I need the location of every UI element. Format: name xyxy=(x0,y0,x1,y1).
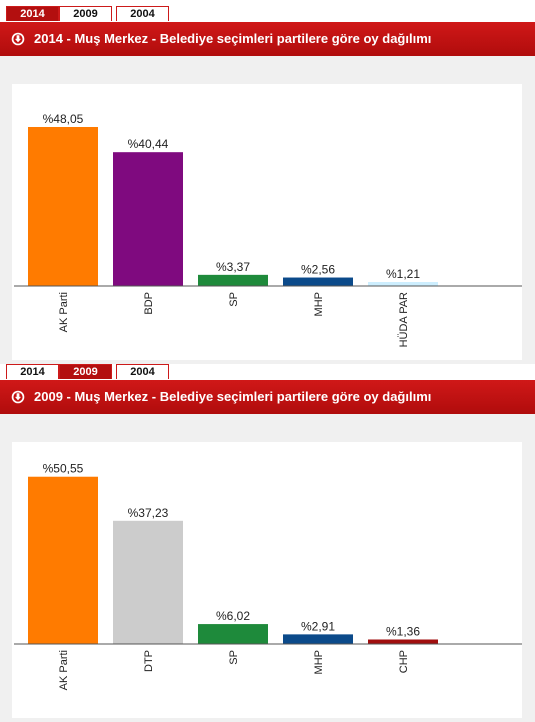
chart-title: 2014 - Muş Merkez - Belediye seçimleri p… xyxy=(34,31,432,46)
x-tick-label: BDP xyxy=(143,292,155,315)
bar-ak-parti xyxy=(28,126,98,286)
chart-panel-2014: 2014 2009 2004 2014 - Muş Merkez - Beled… xyxy=(0,6,535,364)
chart-panel-2009: 2014 2009 2004 2009 - Muş Merkez - Beled… xyxy=(0,364,535,722)
bar-chp xyxy=(368,639,438,644)
data-label: %6,02 xyxy=(216,609,250,623)
tab-2009[interactable]: 2009 xyxy=(59,6,112,21)
x-tick-label: HÜDA PAR xyxy=(398,292,410,347)
x-tick-label: MHP xyxy=(313,650,325,674)
bar-bdp xyxy=(113,152,183,286)
tab-2004[interactable]: 2004 xyxy=(116,364,169,379)
bar-mhp xyxy=(283,634,353,644)
data-label: %3,37 xyxy=(216,260,250,274)
data-label: %37,23 xyxy=(128,506,169,520)
data-label: %1,21 xyxy=(386,267,420,281)
tab-2004[interactable]: 2004 xyxy=(116,6,169,21)
chart-title-bar: 2014 - Muş Merkez - Belediye seçimleri p… xyxy=(0,22,535,56)
bar-h-da-par xyxy=(368,281,438,286)
x-tick-label: AK Parti xyxy=(58,650,70,690)
x-tick-label: SP xyxy=(228,292,240,307)
x-tick-label: DTP xyxy=(143,650,155,672)
chart-title: 2009 - Muş Merkez - Belediye seçimleri p… xyxy=(34,389,432,404)
data-label: %40,44 xyxy=(128,137,169,151)
x-tick-label: CHP xyxy=(398,650,410,673)
data-label: %48,05 xyxy=(43,112,84,126)
x-tick-label: AK Parti xyxy=(58,292,70,332)
year-tabs: 2014 2009 2004 xyxy=(0,6,535,22)
download-arrow-icon[interactable] xyxy=(11,390,25,404)
x-tick-label: SP xyxy=(228,650,240,665)
x-tick-label: MHP xyxy=(313,292,325,316)
bar-dtp xyxy=(113,520,183,644)
data-label: %1,36 xyxy=(386,624,420,638)
tab-2014[interactable]: 2014 xyxy=(6,364,59,379)
download-arrow-icon[interactable] xyxy=(11,32,25,46)
data-label: %2,91 xyxy=(301,619,335,633)
chart-area: %50,55 AK Parti %37,23 DTP %6,02 SP %2,91 MHP %1… xyxy=(0,414,535,722)
bar-ak-parti xyxy=(28,476,98,644)
chart-area: %48,05 AK Parti %40,44 BDP %3,37 SP %2,56 MHP %1… xyxy=(0,56,535,364)
data-label: %50,55 xyxy=(43,462,84,476)
data-label: %2,56 xyxy=(301,263,335,277)
tab-2014[interactable]: 2014 xyxy=(6,6,59,21)
chart-title-bar: 2009 - Muş Merkez - Belediye seçimleri p… xyxy=(0,380,535,414)
year-tabs: 2014 2009 2004 xyxy=(0,364,535,380)
tab-2009[interactable]: 2009 xyxy=(59,364,112,379)
bar-chart: %50,55 AK Parti %37,23 DTP %6,02 SP %2,91 MHP %1… xyxy=(12,442,522,718)
bar-chart: %48,05 AK Parti %40,44 BDP %3,37 SP %2,56 MHP %1… xyxy=(12,84,522,360)
bar-mhp xyxy=(283,277,353,286)
bar-sp xyxy=(198,274,268,286)
bar-sp xyxy=(198,624,268,644)
